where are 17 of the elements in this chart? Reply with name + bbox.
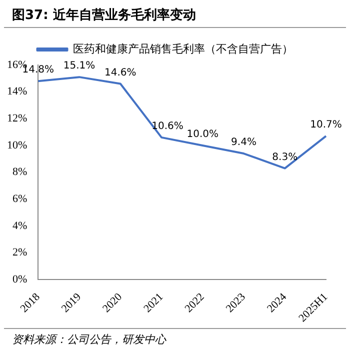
y-tick-label: 6% — [12, 193, 28, 206]
y-tick-label: 8% — [12, 166, 28, 178]
y-tick-label: 0% — [12, 273, 28, 286]
text: 15.1% — [63, 60, 96, 72]
text: 10.0% — [186, 129, 219, 140]
y-tick-label: 14% — [6, 86, 28, 98]
y-tick-label: 12% — [6, 112, 28, 125]
text: 资料来源：公司公告，研发中心 — [4, 328, 346, 350]
text: 8.3% — [272, 152, 298, 163]
text: 9.4% — [231, 137, 256, 148]
text: 10.7% — [310, 120, 342, 131]
y-tick-label: 10% — [6, 139, 28, 152]
chart-title: 图37: 近年自营业务毛利率变动 — [4, 0, 346, 28]
y-tick-label: 2% — [12, 246, 28, 259]
y-tick-label: 4% — [12, 220, 28, 232]
legend-label: 医药和健康产品销售毛利率（不含自营广告） — [72, 42, 293, 56]
text: 14.6% — [104, 67, 136, 78]
